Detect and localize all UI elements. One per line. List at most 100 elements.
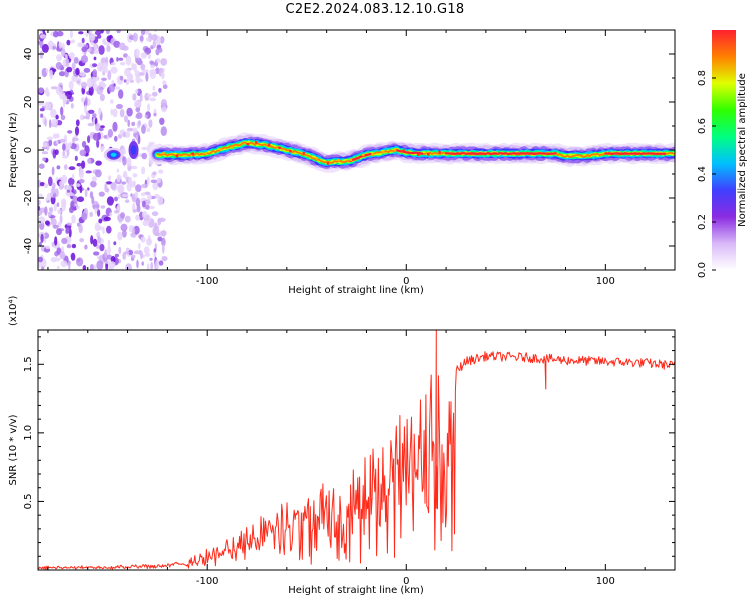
noise-speckle — [158, 169, 164, 174]
noise-speckle — [141, 166, 146, 175]
noise-speckle — [107, 239, 111, 248]
x-tick-label: 100 — [596, 576, 615, 587]
noise-speckle — [42, 157, 47, 162]
noise-speckle — [115, 86, 121, 90]
noise-speckle — [114, 135, 118, 142]
noise-speckle — [56, 228, 62, 236]
ridge-speckle — [326, 162, 330, 165]
noise-speckle — [137, 120, 141, 127]
ridge-speckle — [371, 153, 375, 157]
noise-speckle — [124, 251, 130, 255]
noise-speckle — [60, 114, 66, 121]
noise-speckle — [123, 79, 127, 83]
y-tick-label: 0.5 — [23, 493, 34, 509]
noise-speckle — [133, 250, 141, 255]
noise-speckle — [136, 259, 139, 269]
noise-speckle — [144, 30, 150, 35]
noise-speckle — [162, 243, 165, 254]
noise-speckle — [154, 232, 161, 237]
noise-speckle — [56, 54, 63, 62]
noise-speckle — [135, 197, 141, 207]
snr-plot-area — [38, 330, 675, 570]
noise-speckle — [107, 245, 111, 256]
noise-speckle — [98, 218, 103, 224]
colorbar-tick-label: 0.0 — [697, 262, 708, 278]
noise-speckle — [129, 73, 133, 80]
noise-speckle — [76, 162, 82, 167]
ridge-speckle — [438, 150, 441, 154]
noise-speckle — [38, 87, 44, 94]
noise-speckle — [141, 192, 146, 197]
noise-speckle — [75, 183, 81, 187]
noise-speckle — [64, 164, 68, 171]
noise-speckle — [145, 37, 151, 42]
noise-speckle — [141, 124, 146, 134]
noise-speckle — [87, 135, 91, 144]
noise-speckle — [124, 199, 130, 203]
noise-speckle — [46, 136, 54, 141]
ridge-peak — [604, 152, 667, 156]
noise-speckle — [89, 211, 93, 217]
noise-speckle — [93, 251, 100, 256]
noise-speckle — [89, 33, 96, 38]
noise-speckle — [156, 58, 161, 64]
noise-speckle — [125, 55, 132, 66]
snr-line — [38, 330, 675, 570]
noise-speckle — [143, 246, 150, 254]
noise-speckle — [108, 84, 116, 93]
noise-speckle — [119, 61, 126, 66]
noise-speckle — [149, 257, 153, 261]
noise-speckle — [45, 245, 50, 249]
noise-speckle — [113, 40, 121, 48]
noise-speckle — [81, 46, 88, 53]
noise-speckle — [116, 176, 121, 183]
noise-speckle — [137, 80, 140, 84]
noise-speckle — [71, 214, 76, 224]
noise-speckle — [77, 42, 84, 48]
noise-speckle — [61, 202, 66, 212]
spectrogram-ticks: -100 0 100 -40 -20 0 20 40 — [23, 29, 675, 287]
noise-speckle — [76, 196, 85, 202]
noise-speckle — [119, 75, 124, 81]
noise-speckle — [136, 57, 143, 66]
noise-speckle — [67, 130, 73, 134]
noise-speckle — [162, 256, 168, 262]
noise-speckle — [140, 52, 148, 59]
noise-speckle — [139, 93, 143, 102]
noise-speckle — [74, 155, 78, 161]
noise-speckle — [102, 66, 108, 74]
noise-speckle — [106, 196, 114, 206]
noise-speckle — [62, 150, 65, 156]
noise-speckle — [79, 71, 86, 77]
noise-speckle — [114, 253, 120, 258]
ridge-peak — [395, 149, 424, 155]
noise-speckle — [155, 259, 160, 269]
chart-title: C2E2.2024.083.12.10.G18 — [285, 2, 465, 17]
noise-speckle — [161, 237, 166, 247]
noise-speckle — [135, 134, 139, 140]
noise-speckle — [149, 97, 157, 102]
noise-speckle — [140, 250, 143, 260]
snr-multiplier: (x10⁴) — [8, 295, 19, 326]
noise-speckle — [72, 195, 78, 204]
ridge-speckle — [381, 150, 385, 154]
noise-speckle — [101, 62, 109, 68]
noise-speckle — [61, 237, 68, 245]
x-tick-label: 0 — [403, 576, 409, 587]
noise-speckle — [52, 68, 57, 72]
noise-speckle — [160, 58, 168, 66]
y-tick-label: -20 — [23, 190, 34, 206]
colorbar-tick-label: 0.8 — [697, 70, 708, 86]
y-tick-label: 1.0 — [23, 425, 34, 441]
x-tick-label: -100 — [196, 576, 219, 587]
noise-speckle — [66, 189, 70, 193]
noise-speckle — [107, 128, 113, 138]
noise-speckle — [147, 103, 151, 112]
noise-speckle — [118, 42, 126, 51]
noise-speckle — [38, 256, 43, 263]
ridge-peak — [445, 152, 557, 156]
noise-speckle — [144, 252, 151, 257]
noise-speckle — [149, 60, 154, 65]
noise-speckle — [149, 68, 157, 76]
colorbar-tick-label: 0.2 — [697, 214, 708, 230]
